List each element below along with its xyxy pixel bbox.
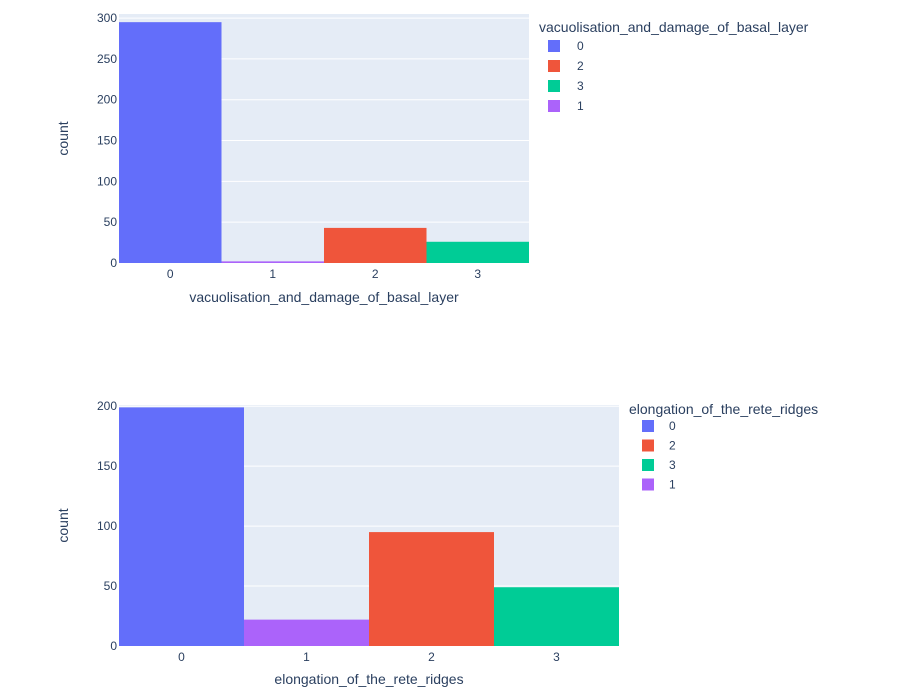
chart2-legend-swatch-3[interactable] [642, 459, 654, 471]
chart1-legend-swatch-0[interactable] [548, 40, 560, 52]
chart2-x-axis-title: elongation_of_the_rete_ridges [274, 671, 463, 687]
chart1-x-tick-label: 0 [167, 267, 174, 281]
chart1-x-axis-title: vacuolisation_and_damage_of_basal_layer [189, 289, 459, 305]
chart1-y-tick-label: 0 [110, 256, 117, 270]
chart2-bar-3[interactable] [494, 587, 619, 646]
chart1-legend-swatch-3[interactable] [548, 80, 560, 92]
chart2-y-axis-title: count [55, 508, 71, 542]
chart2-y-tick-label: 0 [110, 639, 117, 653]
chart2-y-tick-label: 50 [104, 579, 118, 593]
chart1-y-tick-label: 50 [104, 215, 118, 229]
chart2-legend-label-3[interactable]: 3 [669, 458, 676, 472]
chart1-x-tick-label: 2 [372, 267, 379, 281]
chart2-x-tick-label: 1 [303, 650, 310, 664]
chart1-y-axis-title: count [55, 121, 71, 155]
chart2-y-tick-label: 150 [97, 459, 117, 473]
chart1-legend-label-1[interactable]: 1 [577, 99, 584, 113]
chart2-legend-label-0[interactable]: 0 [669, 419, 676, 433]
chart2-legend-title: elongation_of_the_rete_ridges [629, 401, 818, 417]
chart1-legend-swatch-1[interactable] [548, 100, 560, 112]
chart1-legend-label-3[interactable]: 3 [577, 79, 584, 93]
chart2-x-tick-label: 3 [553, 650, 560, 664]
chart1-legend-label-2[interactable]: 2 [577, 59, 584, 73]
chart1-legend-label-0[interactable]: 0 [577, 39, 584, 53]
chart2-y-tick-label: 200 [97, 399, 117, 413]
chart1-x-tick-label: 3 [474, 267, 481, 281]
chart1-y-tick-label: 300 [97, 11, 117, 25]
chart2-bar-2[interactable] [369, 532, 494, 646]
chart1-bar-3[interactable] [426, 241, 530, 263]
chart2-y-tick-label: 100 [97, 519, 117, 533]
chart2-x-tick-label: 2 [428, 650, 435, 664]
chart2-legend-label-1[interactable]: 1 [669, 478, 676, 492]
chart1-bar-0[interactable] [119, 22, 222, 263]
chart1-y-tick-label: 200 [97, 93, 117, 107]
chart2-legend-label-2[interactable]: 2 [669, 439, 676, 453]
chart1-y-tick-label: 100 [97, 174, 117, 188]
chart1-legend-title: vacuolisation_and_damage_of_basal_layer [539, 19, 809, 35]
chart2-bar-1[interactable] [244, 619, 369, 646]
chart1-bar-2[interactable] [324, 227, 427, 263]
chart1-bar-1[interactable] [221, 261, 325, 263]
chart2-legend-swatch-1[interactable] [642, 478, 654, 491]
chart1-legend-swatch-2[interactable] [548, 60, 560, 72]
chart2-legend-swatch-0[interactable] [642, 420, 654, 432]
chart1-y-tick-label: 150 [97, 134, 117, 148]
chart2-legend-swatch-2[interactable] [642, 439, 654, 452]
chart2-bar-0[interactable] [119, 407, 244, 646]
chart1-x-tick-label: 1 [269, 267, 276, 281]
chart1-y-tick-label: 250 [97, 52, 117, 66]
chart2-x-tick-label: 0 [178, 650, 185, 664]
